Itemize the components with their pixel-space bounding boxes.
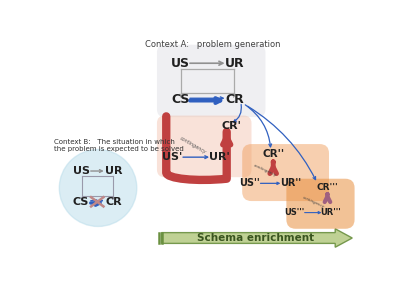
Text: UR': UR': [208, 152, 229, 162]
Text: CR'': CR'': [262, 149, 284, 159]
Text: US: US: [72, 166, 90, 176]
FancyBboxPatch shape: [286, 179, 354, 229]
Circle shape: [59, 149, 137, 226]
Text: UR: UR: [225, 57, 244, 70]
Text: UR'': UR'': [280, 178, 301, 188]
Text: contingency: contingency: [178, 135, 207, 155]
Text: CR''': CR''': [316, 183, 338, 192]
Text: Schema enrichment: Schema enrichment: [197, 233, 314, 243]
Text: Context B:   The situation in which
the problem is expected to be solved: Context B: The situation in which the pr…: [54, 139, 184, 152]
Text: US''': US''': [284, 208, 304, 217]
Text: CR': CR': [222, 121, 241, 131]
Text: contingency: contingency: [302, 195, 325, 209]
Text: CS: CS: [73, 197, 89, 207]
Text: contingency: contingency: [253, 163, 278, 177]
FancyBboxPatch shape: [242, 144, 329, 201]
Text: US'': US'': [240, 178, 260, 188]
Polygon shape: [162, 229, 352, 247]
Text: UR''': UR''': [320, 208, 341, 217]
Text: CS: CS: [171, 93, 189, 106]
Text: UR: UR: [105, 166, 122, 176]
Text: US': US': [162, 152, 182, 162]
Text: US: US: [171, 57, 190, 70]
FancyBboxPatch shape: [157, 45, 266, 117]
Text: CR: CR: [225, 93, 244, 106]
FancyBboxPatch shape: [157, 115, 252, 177]
Text: CR: CR: [105, 197, 122, 207]
Text: Context A:   problem generation: Context A: problem generation: [145, 40, 280, 49]
